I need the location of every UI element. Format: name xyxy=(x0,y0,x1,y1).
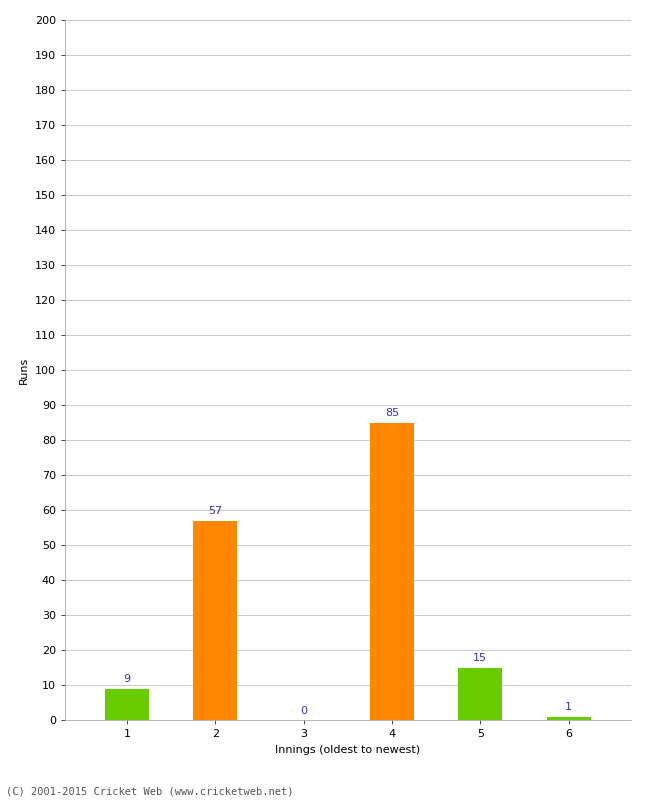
Text: 57: 57 xyxy=(208,506,222,516)
Y-axis label: Runs: Runs xyxy=(20,356,29,384)
Bar xyxy=(458,667,502,720)
Bar xyxy=(370,422,414,720)
Bar xyxy=(105,689,149,720)
X-axis label: Innings (oldest to newest): Innings (oldest to newest) xyxy=(275,745,421,754)
Text: 85: 85 xyxy=(385,408,399,418)
Text: 9: 9 xyxy=(124,674,131,684)
Bar xyxy=(193,521,237,720)
Text: (C) 2001-2015 Cricket Web (www.cricketweb.net): (C) 2001-2015 Cricket Web (www.cricketwe… xyxy=(6,786,294,796)
Text: 1: 1 xyxy=(565,702,572,712)
Text: 0: 0 xyxy=(300,706,307,716)
Bar xyxy=(547,717,591,720)
Text: 15: 15 xyxy=(473,654,488,663)
